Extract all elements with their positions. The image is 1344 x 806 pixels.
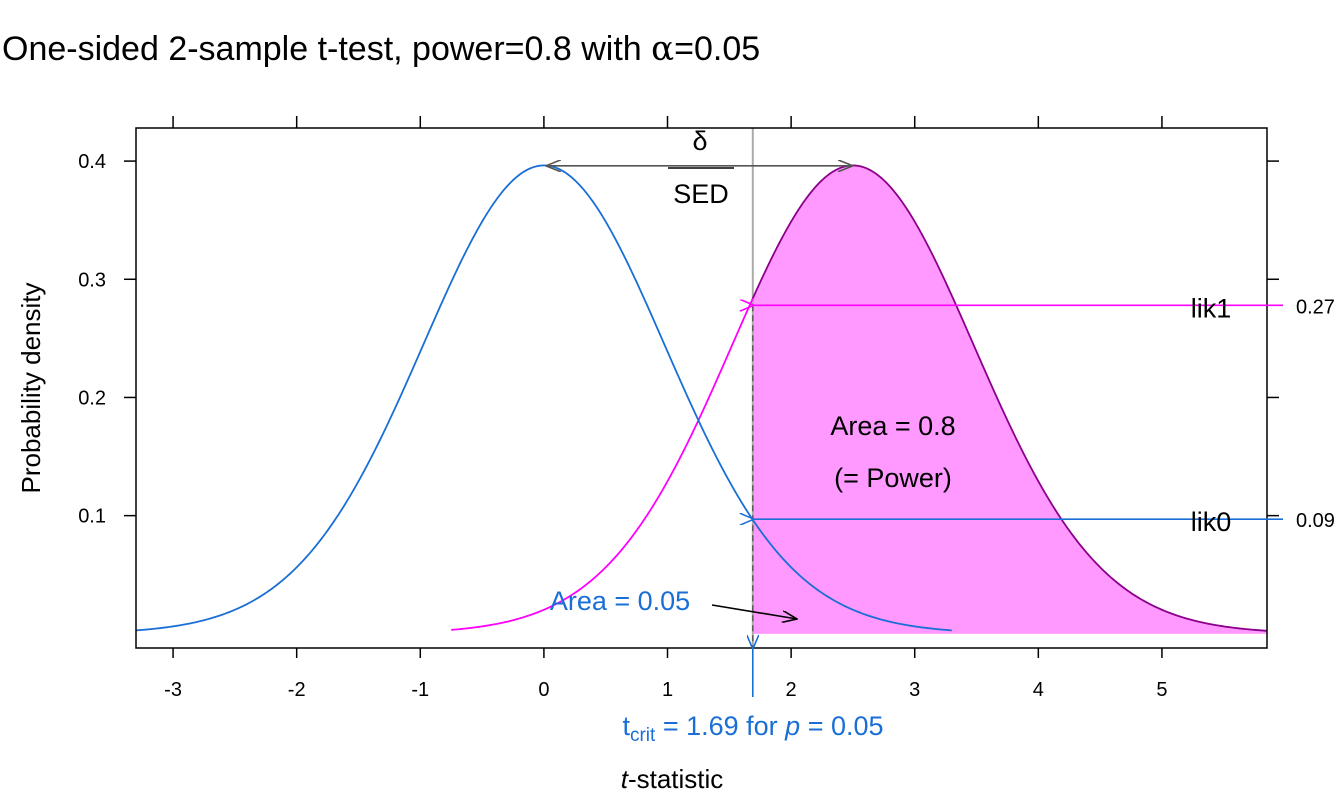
x-tick-label: 5 [1156, 679, 1167, 701]
plot-area [136, 128, 1267, 648]
power-area-label: Area = 0.8 [830, 411, 955, 441]
lik0-label: lik0 [1191, 507, 1232, 537]
x-tick-label: -1 [411, 679, 429, 701]
x-tick-label: -2 [288, 679, 306, 701]
tcrit-eq: = 0.05 [800, 711, 883, 741]
x-tick-label: 4 [1033, 679, 1044, 701]
tcrit-value: = 1.69 for [655, 711, 785, 741]
x-axis-label-italic: t [621, 764, 630, 794]
sed-label: SED [673, 179, 729, 209]
alpha-area-label: Area = 0.05 [550, 586, 690, 616]
alternative-distribution-curve [451, 297, 754, 631]
tcrit-sub: crit [630, 725, 656, 746]
chart-title-main: One-sided 2-sample t-test, power=0.8 wit… [2, 30, 651, 68]
chart-title: One-sided 2-sample t-test, power=0.8 wit… [2, 29, 760, 69]
x-tick-label: -3 [164, 679, 182, 701]
delta-label: δ [692, 126, 707, 156]
plot-border [135, 127, 1268, 649]
alpha-symbol: α [651, 29, 674, 69]
lik1-label: lik1 [1191, 293, 1232, 323]
y-tick-label: 0.1 [78, 506, 106, 528]
alpha-value: =0.05 [674, 30, 760, 68]
alpha-area-arrow [711, 604, 797, 619]
x-axis-label: t-statistic [621, 764, 724, 794]
tcrit-p: p [784, 711, 800, 741]
x-tick-label: 1 [662, 679, 673, 701]
x-tick-label: 3 [909, 679, 920, 701]
tcrit-t: t [622, 711, 630, 741]
null-distribution-curve [136, 164, 952, 632]
x-axis-label-rest: -statistic [628, 764, 723, 794]
y-tick-label: 0.2 [78, 387, 106, 409]
lik0-value: 0.09 [1296, 510, 1335, 532]
tcrit-label: tcrit = 1.69 for p = 0.05 [622, 711, 883, 746]
y-tick-label: 0.4 [78, 151, 106, 173]
y-tick-label: 0.3 [78, 269, 106, 291]
lik1-value: 0.27 [1296, 296, 1335, 318]
power-label: (= Power) [834, 463, 952, 493]
y-axis: 0.1 0.2 0.3 0.4 [78, 151, 1279, 528]
y-axis-label: Probability density [16, 283, 46, 494]
x-tick-label: 0 [538, 679, 549, 701]
x-tick-label: 2 [786, 679, 797, 701]
x-axis: -3 -2 -1 0 1 2 3 4 5 [164, 116, 1167, 701]
power-area [752, 165, 1267, 634]
